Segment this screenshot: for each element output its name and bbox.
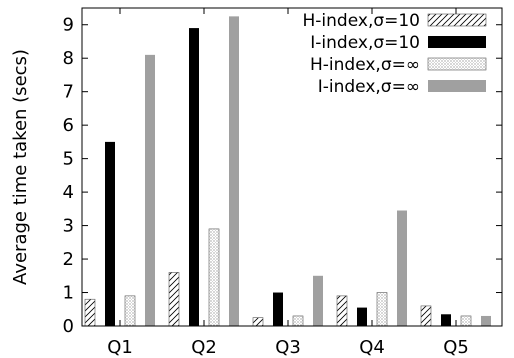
bar-q1-series-1 [84,298,96,327]
x-tick-label: Q3 [275,337,301,358]
y-tick-label: 6 [63,115,74,136]
bar-q3-series-2 [273,292,283,326]
x-tick-label: Q2 [191,337,217,358]
bar-q4-series-1 [336,295,348,327]
plot-frame [81,7,503,327]
x-tick-label: Q1 [107,337,133,358]
bar-q3-series-1 [252,317,264,327]
legend-label-3: H-index,σ=∞ [310,55,420,75]
bar-q5-series-2 [441,314,451,326]
bar-q4-series-4 [397,210,407,326]
legend: H-index,σ=10I-index,σ=10H-index,σ=∞I-ind… [303,11,487,97]
y-tick-label: 9 [63,15,74,36]
bar-q5-series-1 [420,305,432,327]
y-tick-label: 1 [63,283,74,304]
legend-label-1: H-index,σ=10 [303,11,420,31]
y-tick-label: 0 [63,316,74,337]
bar-q1-series-4 [145,54,155,326]
bar-q2-series-2 [189,28,199,327]
bar-q4-series-3 [376,292,388,327]
bar-q5-series-4 [481,315,491,326]
y-tick-label: 7 [63,82,74,103]
legend-swatch-1 [427,13,487,27]
legend-swatch-4 [428,80,486,92]
legend-swatch-3 [427,57,487,71]
y-tick-label: 5 [63,149,74,170]
legend-label-2: I-index,σ=10 [310,33,420,53]
bar-q2-series-3 [208,228,220,327]
axes-group: Q1 Q2 Q3 Q4 Q5 0 1 2 3 4 5 6 7 8 9 [63,7,503,358]
bar-q3-series-4 [313,275,323,326]
bar-q5-series-3 [460,315,472,327]
bars-group [84,16,491,327]
x-tick-label: Q4 [359,337,385,358]
y-tick-label: 3 [63,216,74,237]
bar-q1-series-3 [124,295,136,327]
y-axis-title: Average time taken (secs) [10,49,31,285]
bar-q4-series-2 [357,307,367,326]
bar-q1-series-2 [105,141,115,326]
y-tick-label: 8 [63,48,74,69]
legend-swatch-2 [428,36,486,48]
y-tick-label: 4 [63,182,74,203]
y-tick-label: 2 [63,249,74,270]
bar-q2-series-1 [168,272,180,327]
legend-label-4: I-index,σ=∞ [318,77,420,97]
x-tick-label: Q5 [443,337,469,358]
bar-q2-series-4 [229,16,239,327]
bar-q3-series-3 [292,315,304,327]
